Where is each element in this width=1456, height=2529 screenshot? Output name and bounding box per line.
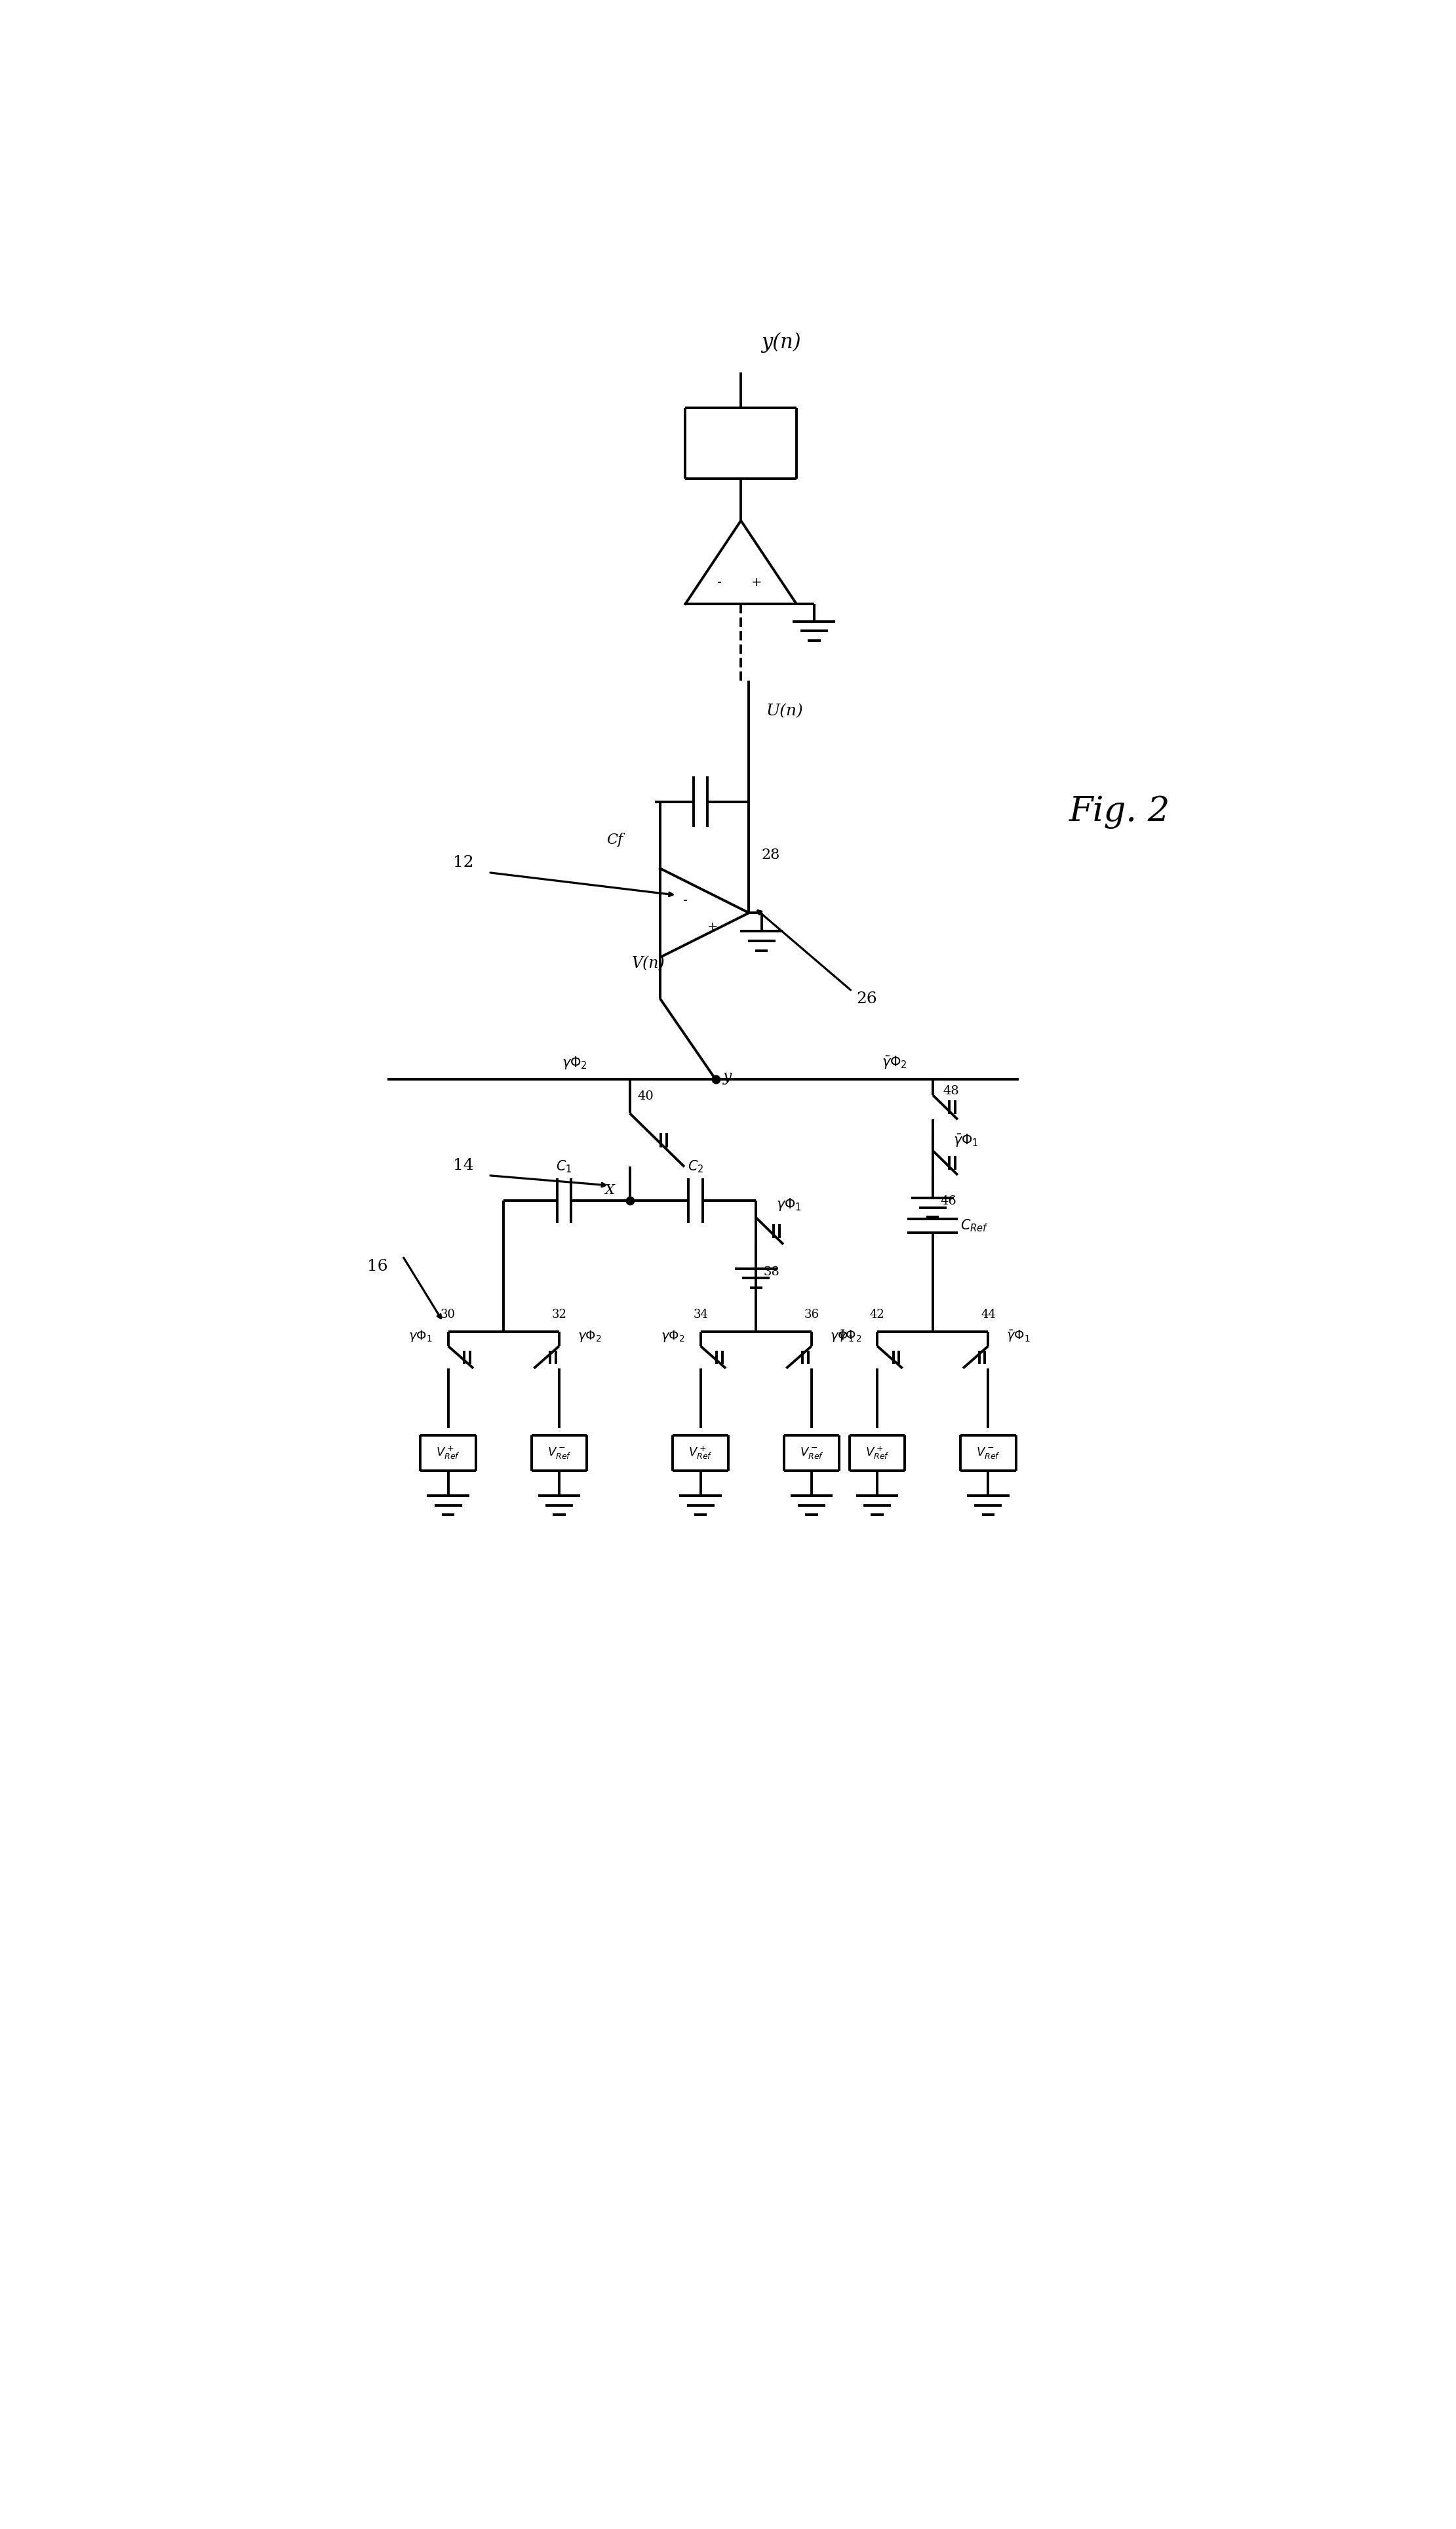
Text: $V_{Ref}^-$: $V_{Ref}^-$ — [799, 1447, 824, 1459]
Text: 42: 42 — [869, 1310, 885, 1320]
Text: $\gamma\Phi_2$: $\gamma\Phi_2$ — [661, 1330, 684, 1343]
Text: 32: 32 — [552, 1310, 566, 1320]
Text: 26: 26 — [856, 991, 878, 1007]
Text: 46: 46 — [941, 1196, 957, 1206]
Text: +: + — [751, 577, 761, 589]
Text: $V_{Ref}^+$: $V_{Ref}^+$ — [865, 1444, 890, 1462]
Text: 16: 16 — [367, 1259, 387, 1275]
Text: $\gamma\Phi_1$: $\gamma\Phi_1$ — [776, 1196, 802, 1211]
Text: -: - — [683, 895, 687, 908]
Text: 44: 44 — [981, 1310, 996, 1320]
Text: 36: 36 — [804, 1310, 820, 1320]
Text: 40: 40 — [638, 1090, 654, 1103]
Text: $V_{Ref}^-$: $V_{Ref}^-$ — [547, 1447, 571, 1459]
Text: $V_{Ref}^+$: $V_{Ref}^+$ — [435, 1444, 460, 1462]
Text: $V_{Ref}^-$: $V_{Ref}^-$ — [976, 1447, 1000, 1459]
Text: U(n): U(n) — [766, 703, 804, 718]
Text: 34: 34 — [693, 1310, 708, 1320]
Text: $C_2$: $C_2$ — [687, 1158, 703, 1173]
Text: 48: 48 — [943, 1085, 960, 1098]
Text: 12: 12 — [453, 855, 473, 870]
Text: 38: 38 — [763, 1267, 780, 1277]
Text: 30: 30 — [441, 1310, 456, 1320]
Text: $\bar{\gamma}\Phi_2$: $\bar{\gamma}\Phi_2$ — [837, 1328, 862, 1343]
Text: $\bar{\gamma}\Phi_2$: $\bar{\gamma}\Phi_2$ — [882, 1055, 907, 1070]
Text: $C_{Ref}$: $C_{Ref}$ — [961, 1219, 989, 1234]
Text: $\gamma\Phi_2$: $\gamma\Phi_2$ — [562, 1055, 587, 1070]
Text: +: + — [708, 921, 718, 933]
Text: $\gamma\Phi_1$: $\gamma\Phi_1$ — [830, 1330, 853, 1343]
Text: $\gamma\Phi_2$: $\gamma\Phi_2$ — [578, 1330, 601, 1343]
Text: X: X — [604, 1184, 614, 1196]
Text: -: - — [718, 577, 722, 589]
Text: $\bar{\gamma}\Phi_1$: $\bar{\gamma}\Phi_1$ — [952, 1133, 978, 1148]
Text: 28: 28 — [761, 847, 780, 862]
Text: $\bar{\gamma}\Phi_1$: $\bar{\gamma}\Phi_1$ — [1006, 1328, 1031, 1343]
Text: Cf: Cf — [607, 832, 623, 847]
Text: Fig. 2: Fig. 2 — [1069, 794, 1171, 830]
Text: y: y — [724, 1070, 732, 1085]
Text: 14: 14 — [453, 1158, 473, 1173]
Text: y(n): y(n) — [761, 331, 801, 352]
Text: $\gamma\Phi_1$: $\gamma\Phi_1$ — [409, 1330, 432, 1343]
Text: $C_1$: $C_1$ — [556, 1158, 572, 1173]
Text: V(n): V(n) — [632, 956, 665, 971]
Text: $V_{Ref}^+$: $V_{Ref}^+$ — [689, 1444, 712, 1462]
